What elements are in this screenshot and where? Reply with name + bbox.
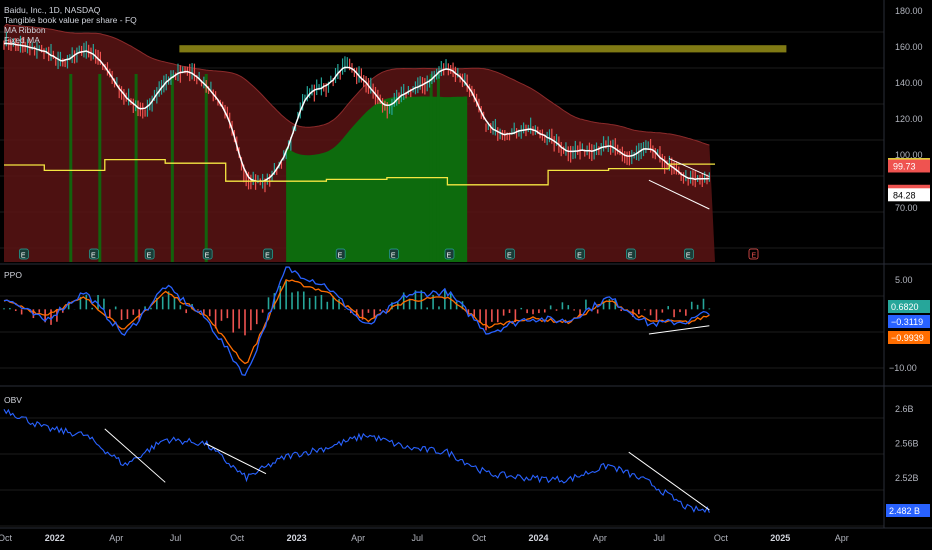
- earnings-marker: [505, 248, 515, 260]
- signal-bar: [170, 74, 174, 262]
- earnings-marker: [18, 248, 29, 260]
- earnings-marker-label: E: [205, 253, 210, 260]
- x-axis-label: Apr: [351, 533, 365, 543]
- obv-axis-label: 2.6B: [895, 404, 914, 414]
- signal-bar: [429, 74, 433, 262]
- price-axis-label: 180.00: [895, 6, 923, 16]
- ma-ribbon-edge: [3, 23, 710, 146]
- earnings-marker: [626, 248, 636, 260]
- signal-bar: [134, 74, 138, 262]
- earnings-marker: [144, 248, 155, 260]
- price-axis-label: 120.00: [895, 114, 923, 124]
- price-axis-label: 140.00: [895, 78, 923, 88]
- earnings-marker-label: E: [391, 253, 396, 260]
- earnings-marker-label: E: [628, 253, 633, 260]
- price-tag: [888, 159, 930, 173]
- obv-line: [3, 408, 710, 514]
- ppo-value: −0.3119: [891, 317, 923, 327]
- price-line: [3, 42, 710, 183]
- x-axis-label: 2025: [770, 533, 790, 543]
- x-axis-label: Jul: [653, 533, 665, 543]
- ppo-value-tag: [888, 300, 930, 313]
- book-value-line: [4, 158, 715, 186]
- price-tag-value: 99.73: [893, 161, 916, 171]
- ppo-value: 0.6820: [891, 302, 919, 312]
- ppo-value: −0.9939: [891, 333, 924, 343]
- obv-trend-line: [104, 428, 166, 483]
- earnings-marker: [202, 248, 213, 260]
- channel-lower: [648, 179, 710, 210]
- earnings-marker-label: E: [507, 253, 512, 260]
- earnings-marker-label: E: [147, 253, 152, 260]
- legend-indicator-book-value[interactable]: Tangible book value per share - FQ: [4, 15, 137, 25]
- x-axis-label: Oct: [230, 533, 245, 543]
- obv-trend-line: [628, 451, 710, 511]
- signal-bar: [98, 74, 102, 262]
- x-axis-label: 2024: [528, 533, 548, 543]
- earnings-marker-label: E: [265, 253, 270, 260]
- legend-indicator-fixed-ma[interactable]: Fixed MA: [4, 35, 40, 45]
- earnings-marker-label: E: [446, 253, 451, 260]
- price-axis-label: 70.00: [895, 203, 918, 213]
- obv-value: 2.482 B: [889, 506, 920, 516]
- ppo-divergence-line: [648, 325, 710, 335]
- obv-axis-label: 2.52B: [895, 473, 919, 483]
- earnings-marker-label: E: [686, 253, 691, 260]
- earnings-marker: [89, 248, 99, 260]
- obv-axis-label: 2.56B: [895, 439, 919, 449]
- x-axis-label: Jul: [170, 533, 182, 543]
- earnings-marker: [389, 248, 399, 260]
- obv-pane-title[interactable]: OBV: [4, 395, 22, 405]
- x-axis-label: Oct: [714, 533, 729, 543]
- ppo-axis-label: 5.00: [895, 275, 913, 285]
- earnings-marker: [335, 248, 346, 260]
- resistance-zone: [179, 45, 787, 53]
- ppo-axis-label: −10.00: [889, 363, 917, 373]
- earnings-marker-label: E: [21, 253, 26, 260]
- x-axis-label: Oct: [0, 533, 13, 543]
- legend-indicator-ma-ribbon[interactable]: MA Ribbon: [4, 25, 46, 35]
- upcoming-earnings-label: E: [752, 253, 757, 260]
- ppo-value-tag: [888, 315, 930, 328]
- ppo-pane-title[interactable]: PPO: [4, 270, 22, 280]
- x-axis-label: 2023: [287, 533, 307, 543]
- x-axis-label: 2022: [45, 533, 65, 543]
- signal-bar: [436, 74, 440, 262]
- x-axis-label: Apr: [593, 533, 607, 543]
- signal-bar: [69, 74, 73, 262]
- x-axis-label: Jul: [412, 533, 424, 543]
- channel-upper: [668, 158, 710, 178]
- earnings-marker: [263, 248, 273, 260]
- upcoming-earnings-marker: [748, 248, 759, 260]
- price-axis-label: 100.00: [895, 150, 923, 160]
- earnings-marker-label: E: [338, 253, 343, 260]
- x-axis-label: Oct: [472, 533, 487, 543]
- obv-value-tag: [886, 504, 930, 517]
- ppo-line: [3, 266, 710, 377]
- earnings-marker: [575, 248, 585, 260]
- price-tag: [888, 188, 930, 202]
- price-tag-value: 84.28: [893, 190, 916, 200]
- obv-trend-line: [205, 443, 267, 475]
- x-axis-label: Apr: [109, 533, 123, 543]
- signal-bar: [204, 74, 208, 262]
- earnings-marker: [444, 248, 455, 260]
- price-axis-label: 160.00: [895, 42, 923, 52]
- earnings-marker-label: E: [577, 253, 582, 260]
- x-axis-label: Apr: [835, 533, 849, 543]
- earnings-marker: [684, 248, 694, 260]
- earnings-marker-label: E: [91, 253, 96, 260]
- legend-symbol-line[interactable]: Baidu, Inc., 1D, NASDAQ: [4, 5, 101, 15]
- price-legend: Baidu, Inc., 1D, NASDAQ Tangible book va…: [4, 5, 137, 45]
- ppo-value-tag: [888, 331, 930, 344]
